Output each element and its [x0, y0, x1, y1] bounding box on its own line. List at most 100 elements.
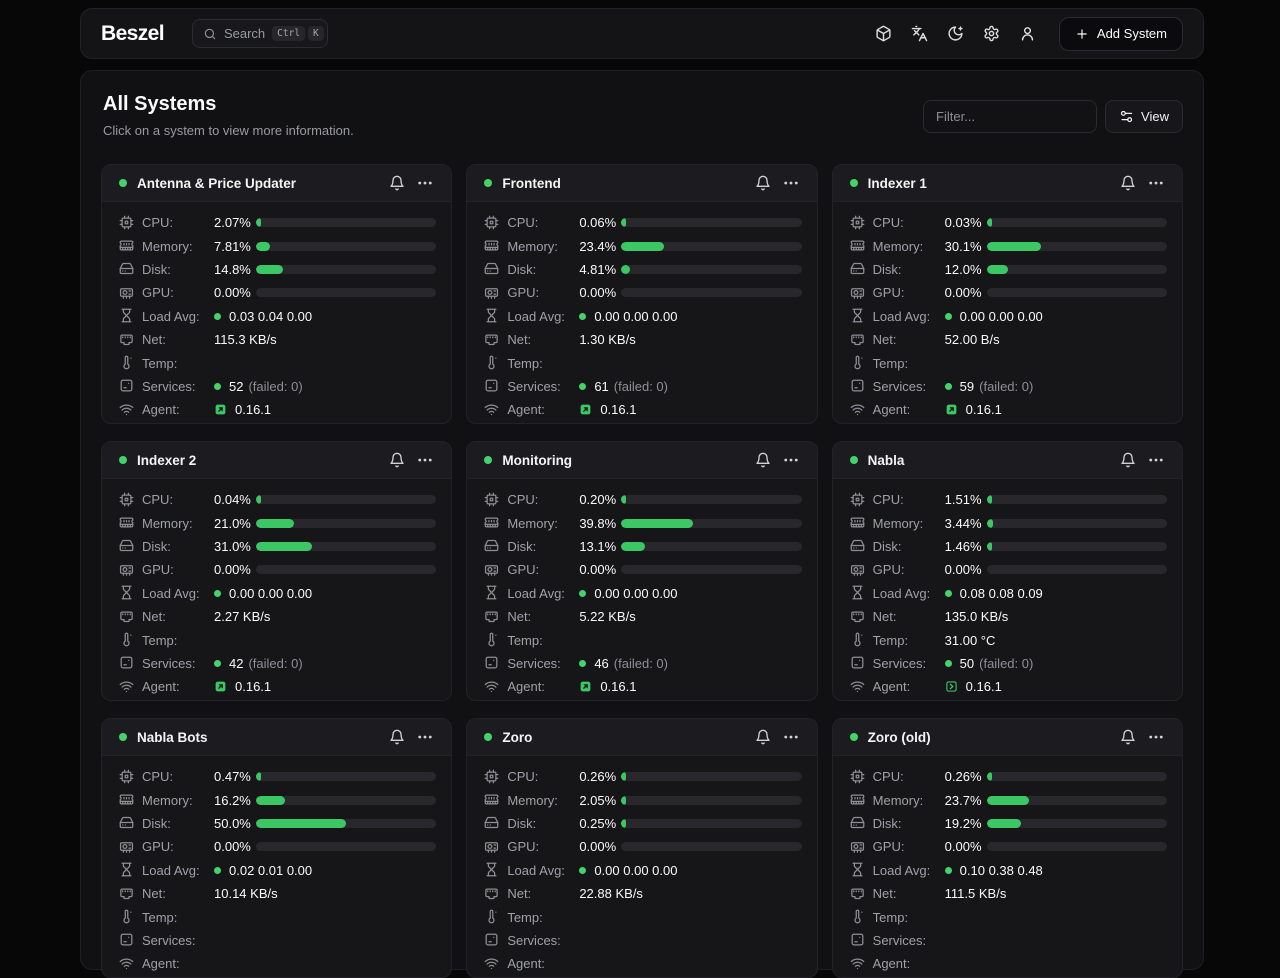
more-options-icon[interactable]	[777, 169, 805, 197]
disk-icon	[850, 261, 866, 277]
bell-icon[interactable]	[749, 446, 777, 474]
system-card[interactable]: Antenna & Price Updater CPU: 2.07% Memor…	[101, 164, 453, 424]
stat-label: Agent:	[142, 956, 180, 972]
view-button[interactable]: View	[1105, 100, 1183, 133]
services-icon	[850, 655, 866, 671]
filter-input[interactable]	[923, 100, 1098, 133]
disk-value: 13.1%	[579, 538, 617, 554]
stat-row-net: Net: 135.0 KB/s	[850, 605, 1167, 628]
system-card[interactable]: Nabla CPU: 1.51% Memory: 3.44% Disk: 1.4…	[831, 441, 1183, 701]
cpu-value: 0.47%	[214, 769, 251, 785]
bell-icon[interactable]	[383, 723, 411, 751]
bell-icon[interactable]	[1114, 723, 1142, 751]
agent-update-icon	[945, 403, 958, 416]
stat-label: Agent:	[142, 679, 180, 695]
cpu-icon	[119, 215, 135, 231]
stat-label: Agent:	[507, 956, 545, 972]
more-options-icon[interactable]	[411, 169, 439, 197]
status-up-dot	[849, 179, 858, 187]
system-card-header: Indexer 1	[832, 165, 1182, 202]
stat-row-services: Services: 52 (failed: 0)	[119, 375, 436, 398]
disk-value: 12.0%	[944, 261, 982, 277]
system-card-body: CPU: 0.04% Memory: 21.0% Disk: 31.0% GPU…	[102, 479, 451, 699]
stat-label: Net:	[142, 609, 166, 625]
system-card[interactable]: Indexer 2 CPU: 0.04% Memory: 21.0% Disk:…	[101, 441, 453, 701]
ethernet-icon	[484, 886, 500, 902]
memory-value: 30.1%	[944, 238, 982, 254]
stat-row-load-avg: Load Avg: 0.02 0.01 0.00	[119, 859, 436, 882]
disk-value: 19.2%	[944, 815, 982, 831]
net-value: 10.14 KB/s	[214, 886, 278, 902]
bell-icon[interactable]	[1114, 169, 1142, 197]
cpu-value: 0.03%	[944, 215, 982, 231]
add-system-button[interactable]: Add System	[1058, 16, 1183, 51]
system-card[interactable]: Nabla Bots CPU: 0.47% Memory: 16.2% Disk…	[101, 718, 453, 978]
moon-icon[interactable]	[941, 19, 971, 49]
more-options-icon[interactable]	[411, 446, 439, 474]
languages-icon[interactable]	[905, 19, 935, 49]
bell-icon[interactable]	[1114, 446, 1142, 474]
more-options-icon[interactable]	[1142, 723, 1170, 751]
load-status-dot	[214, 312, 221, 320]
services-status-dot	[944, 659, 952, 667]
system-card[interactable]: Monitoring CPU: 0.20% Memory: 39.8% Disk…	[466, 441, 818, 701]
load-status-dot	[579, 312, 587, 320]
system-card[interactable]: Indexer 1 CPU: 0.03% Memory: 30.1% Disk:…	[831, 164, 1183, 424]
stat-row-agent: Agent: 0.16.1	[484, 398, 801, 421]
stat-row-temp: Temp:	[484, 351, 801, 374]
more-options-icon[interactable]	[1142, 169, 1170, 197]
system-card[interactable]: Frontend CPU: 0.06% Memory: 23.4% Disk: …	[466, 164, 818, 424]
memory-value: 39.8%	[579, 515, 617, 531]
cpu-icon	[484, 769, 500, 785]
status-up-dot	[119, 456, 127, 464]
agent-update-icon	[579, 403, 592, 416]
more-options-icon[interactable]	[1142, 446, 1170, 474]
bell-icon[interactable]	[383, 446, 411, 474]
stat-row-agent: Agent: 0.16.1	[119, 675, 436, 698]
stat-label: Net:	[872, 609, 897, 625]
stat-row-agent: Agent:	[850, 952, 1167, 975]
stat-label: Agent:	[872, 956, 911, 972]
wifi-icon	[850, 956, 866, 972]
memory-meter	[621, 518, 802, 528]
more-options-icon[interactable]	[777, 723, 805, 751]
user-icon[interactable]	[1013, 19, 1043, 49]
services-failed: (failed: 0)	[613, 655, 668, 671]
stat-label: Memory:	[142, 515, 193, 531]
system-card[interactable]: Zoro CPU: 0.26% Memory: 2.05% Disk: 0.25…	[466, 718, 818, 978]
hourglass-icon	[850, 308, 866, 324]
stat-row-memory: Memory: 23.4%	[484, 234, 802, 257]
package-icon[interactable]	[869, 19, 899, 49]
bell-icon[interactable]	[383, 169, 411, 197]
bell-icon[interactable]	[749, 723, 777, 751]
stat-label: Load Avg:	[872, 308, 931, 324]
cpu-value: 0.06%	[579, 215, 617, 231]
gpu-value: 0.00%	[214, 285, 251, 301]
cpu-value: 1.51%	[944, 492, 982, 508]
app-logo[interactable]: Beszel	[101, 21, 165, 45]
stat-label: GPU:	[872, 285, 905, 301]
stat-label: Memory:	[872, 515, 924, 531]
disk-value: 31.0%	[214, 538, 251, 554]
cpu-meter	[986, 218, 1167, 228]
stat-label: Services:	[507, 932, 561, 948]
stat-row-memory: Memory: 39.8%	[484, 511, 802, 534]
bell-icon[interactable]	[749, 169, 777, 197]
gpu-meter	[986, 288, 1167, 298]
stat-row-services: Services:	[484, 929, 801, 952]
stat-row-gpu: GPU: 0.00%	[850, 558, 1167, 581]
system-card[interactable]: Zoro (old) CPU: 0.26% Memory: 23.7% Disk…	[831, 718, 1183, 978]
stat-label: Disk:	[872, 538, 902, 554]
stat-label: Disk:	[507, 261, 537, 277]
more-options-icon[interactable]	[411, 723, 439, 751]
more-options-icon[interactable]	[777, 446, 805, 474]
disk-icon	[484, 261, 500, 277]
stat-row-gpu: GPU: 0.00%	[484, 835, 802, 858]
stat-label: CPU:	[507, 769, 539, 785]
search-input[interactable]: Search Ctrl K	[191, 19, 328, 48]
settings-icon[interactable]	[977, 19, 1007, 49]
ethernet-icon	[484, 609, 500, 625]
memory-value: 2.05%	[579, 792, 617, 808]
stat-label: Net:	[507, 609, 532, 625]
gpu-meter	[986, 842, 1167, 852]
